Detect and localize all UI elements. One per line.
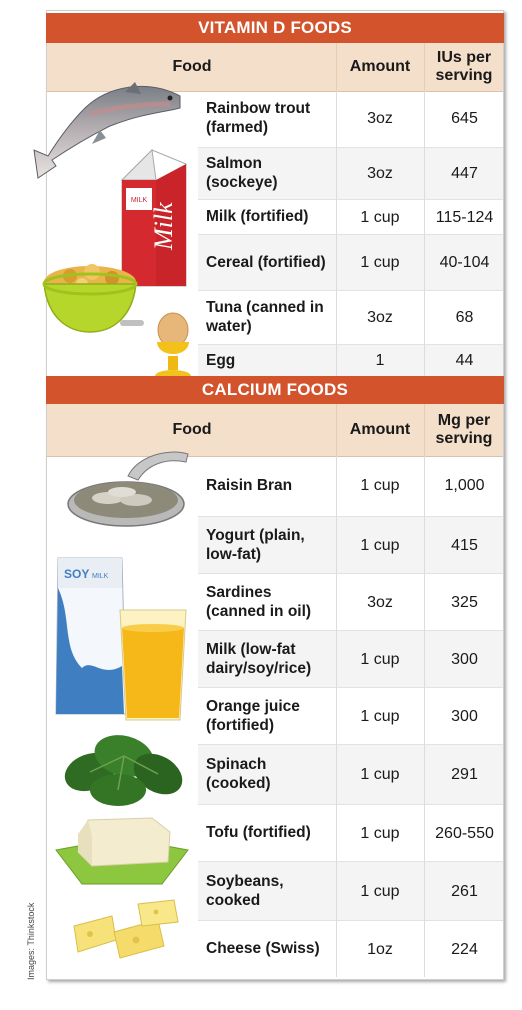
table-row: Orange juice (fortified) 1 cup 300 [198,687,503,745]
calcium-header-divider-1 [336,404,337,456]
food-name: Cereal (fortified) [206,253,326,271]
food-name: Milk (fortified) [206,208,309,226]
food-value: 1,000 [444,477,485,494]
food-amount: 1 cup [360,477,400,494]
food-value: 224 [451,940,478,958]
food-amount: 1 cup [360,707,400,725]
food-value: 325 [451,593,478,611]
table-row: Raisin Bran 1 cup 1,000 [198,456,503,516]
egg-image [155,312,191,382]
food-amount: 1oz [367,940,393,958]
calcium-column-divider-1 [336,456,337,977]
calcium-header-amount: Amount [349,421,411,439]
soy-carton-small-text: MILK [92,573,109,580]
orange-juice-glass-image [119,609,187,721]
food-value: 261 [451,882,478,900]
food-value: 415 [451,536,478,554]
food-value: 300 [451,650,478,668]
food-amount: 1 [375,352,385,369]
sardine-can-image [67,451,189,527]
food-amount: 3oz [367,110,393,127]
food-value: 447 [451,165,478,182]
calcium-header-divider-2 [424,404,425,456]
food-name: Milk (low-fat dairy/soy/rice) [206,640,312,677]
table-row: Milk (fortified) 1 cup 115-124 [198,199,503,235]
image-credit: Images: Thinkstock [26,902,36,980]
vitamin-d-header-row: Food Amount IUs per serving [47,43,503,92]
food-value: 260-550 [435,824,494,842]
food-name: Salmon (sockeye) [206,155,278,191]
table-row: Rainbow trout (farmed) 3oz 645 [198,91,503,147]
table-row: Egg 1 44 [198,344,503,377]
food-amount: 3oz [367,309,393,326]
vitamin-d-header-ius: IUs per serving [435,49,493,84]
food-name: Sardines (canned in oil) [206,583,312,620]
tofu-image [55,817,189,885]
food-name: Spinach (cooked) [206,756,271,792]
table-row: Sardines (canned in oil) 3oz 325 [198,573,503,631]
food-value: 645 [451,110,478,127]
table-row: Spinach (cooked) 1 cup 291 [198,744,503,805]
trout-image [33,82,181,179]
swiss-cheese-image [73,899,179,959]
food-value: 40-104 [439,254,490,271]
table-row: Soybeans, cooked 1 cup 261 [198,861,503,921]
table-row: Tofu (fortified) 1 cup 260-550 [198,804,503,862]
soy-milk-carton-image: SOY MILK [55,557,127,715]
table-row: Tuna (canned in water) 3oz 68 [198,290,503,345]
vitamin-d-column-divider-2 [424,91,425,376]
food-value: 115-124 [435,208,494,226]
food-name: Rainbow trout (farmed) [206,100,311,136]
food-amount: 3oz [367,165,393,182]
vitamin-d-title: VITAMIN D FOODS [46,13,504,43]
cereal-bowl-image [42,264,144,333]
food-value: 291 [451,766,478,783]
vitamin-d-column-divider-1 [336,91,337,376]
calcium-header-row: Food Amount Mg per serving [47,404,503,457]
vitamin-d-header-food: Food [172,58,212,76]
food-amount: 1 cup [360,254,400,271]
milk-carton-small-text: MILK [131,197,148,204]
milk-carton-image: MILK Milk [120,148,187,287]
table-row: Cereal (fortified) 1 cup 40-104 [198,234,503,291]
food-name: Tuna (canned in water) [206,299,324,335]
soy-carton-text: SOY [64,567,89,581]
vitamin-d-header-divider-2 [424,43,425,91]
milk-carton-text: Milk [149,202,178,251]
food-amount: 1 cup [360,882,400,900]
vitamin-d-header-amount: Amount [349,58,411,76]
food-amount: 1 cup [360,824,400,842]
food-amount: 1 cup [360,650,400,668]
table-row: Milk (low-fat dairy/soy/rice) 1 cup 300 [198,630,503,688]
calcium-column-divider-2 [424,456,425,977]
food-value: 68 [455,309,474,326]
food-name: Orange juice (fortified) [206,697,300,734]
food-amount: 1 cup [360,536,400,554]
vitamin-d-header-divider-1 [336,43,337,91]
food-name: Egg [206,351,236,369]
food-amount: 1 cup [360,766,400,783]
food-name: Yogurt (plain, low-fat) [206,526,305,563]
food-name: Raisin Bran [206,476,293,494]
table-row: Cheese (Swiss) 1oz 224 [198,920,503,978]
calcium-header-mg: Mg per serving [435,412,493,447]
food-name: Soybeans, cooked [206,872,284,909]
food-name: Cheese (Swiss) [206,940,320,958]
food-value: 300 [451,707,478,725]
calcium-title: CALCIUM FOODS [46,376,504,404]
calcium-header-food: Food [172,421,212,439]
food-value: 44 [455,352,474,369]
table-row: Salmon (sockeye) 3oz 447 [198,147,503,200]
food-amount: 1 cup [360,208,400,226]
spinach-image [64,735,183,806]
food-amount: 3oz [367,593,393,611]
food-name: Tofu (fortified) [206,824,311,842]
table-row: Yogurt (plain, low-fat) 1 cup 415 [198,516,503,574]
